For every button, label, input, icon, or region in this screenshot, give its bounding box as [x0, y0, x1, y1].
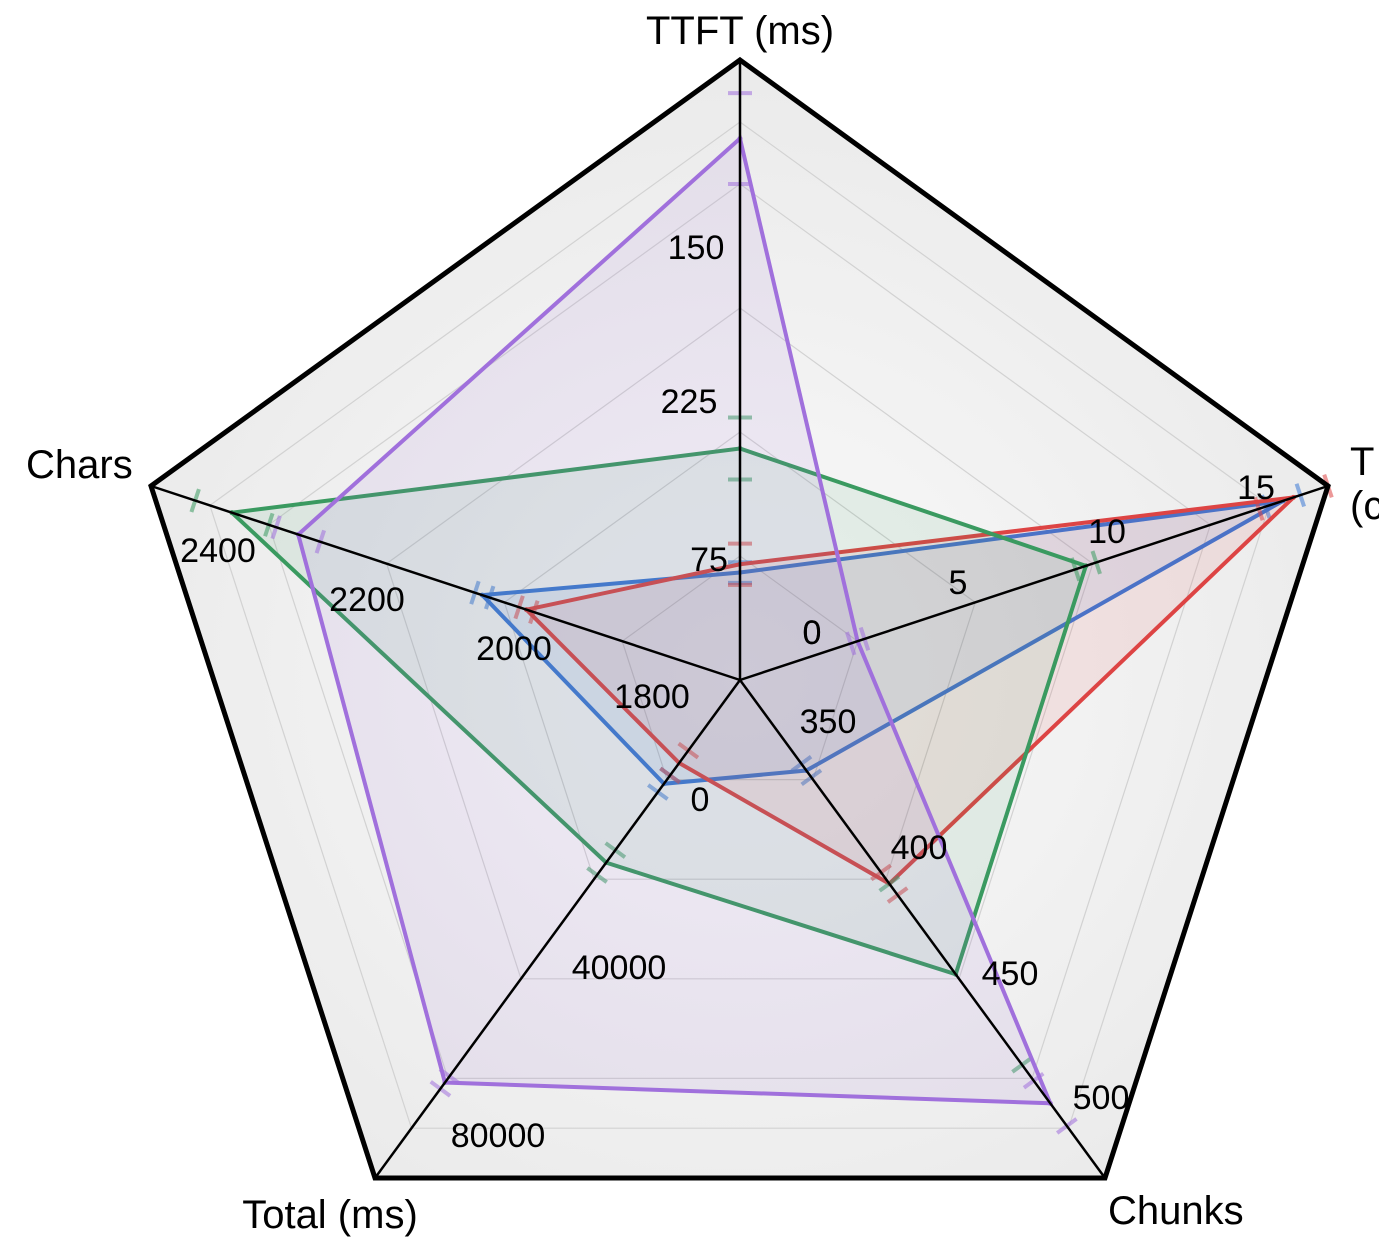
grid-ring — [385, 307, 1094, 980]
tick-label: 150 — [668, 229, 725, 267]
tick-label: 1800 — [614, 678, 690, 716]
series-3 — [189, 415, 1102, 1074]
tick-label: 2200 — [329, 581, 405, 619]
axis-spokes — [150, 60, 1329, 1179]
tick-label: 450 — [982, 955, 1039, 993]
tick-label: 500 — [1073, 1079, 1130, 1117]
radar-grid — [209, 121, 1270, 1129]
series-area — [298, 138, 1051, 1104]
series-layer — [189, 91, 1334, 1135]
tick-label: 80000 — [451, 1117, 546, 1155]
series-line — [477, 498, 1285, 786]
tick-label: 0 — [803, 614, 822, 652]
series-line — [522, 494, 1300, 887]
tick-label: 400 — [891, 829, 948, 867]
tick-label: 10 — [1088, 513, 1126, 551]
series-area — [526, 497, 1294, 884]
series-line — [296, 134, 1054, 1106]
tick-label: 5 — [949, 564, 968, 602]
tick-label: 2000 — [476, 630, 552, 668]
tick-label: 0 — [803, 614, 822, 652]
tick-label: 15 — [1237, 469, 1275, 507]
series-line — [227, 446, 1089, 977]
axis-spoke — [738, 679, 1107, 1179]
tick-label: 0 — [691, 781, 710, 819]
series-area — [231, 448, 1086, 975]
axis-title: Chunks — [1108, 1189, 1244, 1233]
axis-spoke — [739, 484, 1329, 682]
axis-spoke — [373, 679, 742, 1179]
tick-label: 2400 — [180, 532, 256, 570]
axis-spoke — [150, 484, 741, 682]
tick-label: 350 — [800, 703, 857, 741]
grid-ring — [268, 183, 1212, 1080]
axis-title: (c — [1350, 484, 1379, 528]
tick-label: 40000 — [572, 949, 667, 987]
axis-title: Total (ms) — [242, 1193, 418, 1237]
axis-title: TTFT (ms) — [646, 9, 834, 53]
grid-ring — [621, 555, 859, 781]
axis-titles: TTFT (ms) T(c Chunks Total (ms) Chars — [26, 9, 1379, 1237]
radar-frame — [148, 56, 1331, 1181]
axis-title: Chars — [26, 443, 133, 487]
grid-ring — [209, 121, 1270, 1129]
tick-label: 225 — [661, 383, 718, 421]
axis-title: T — [1350, 440, 1374, 484]
grid-ring — [503, 431, 976, 880]
tick-label: 75 — [690, 541, 728, 579]
tick-labels: 0751502250510153504004505000400008000018… — [180, 229, 1275, 1155]
